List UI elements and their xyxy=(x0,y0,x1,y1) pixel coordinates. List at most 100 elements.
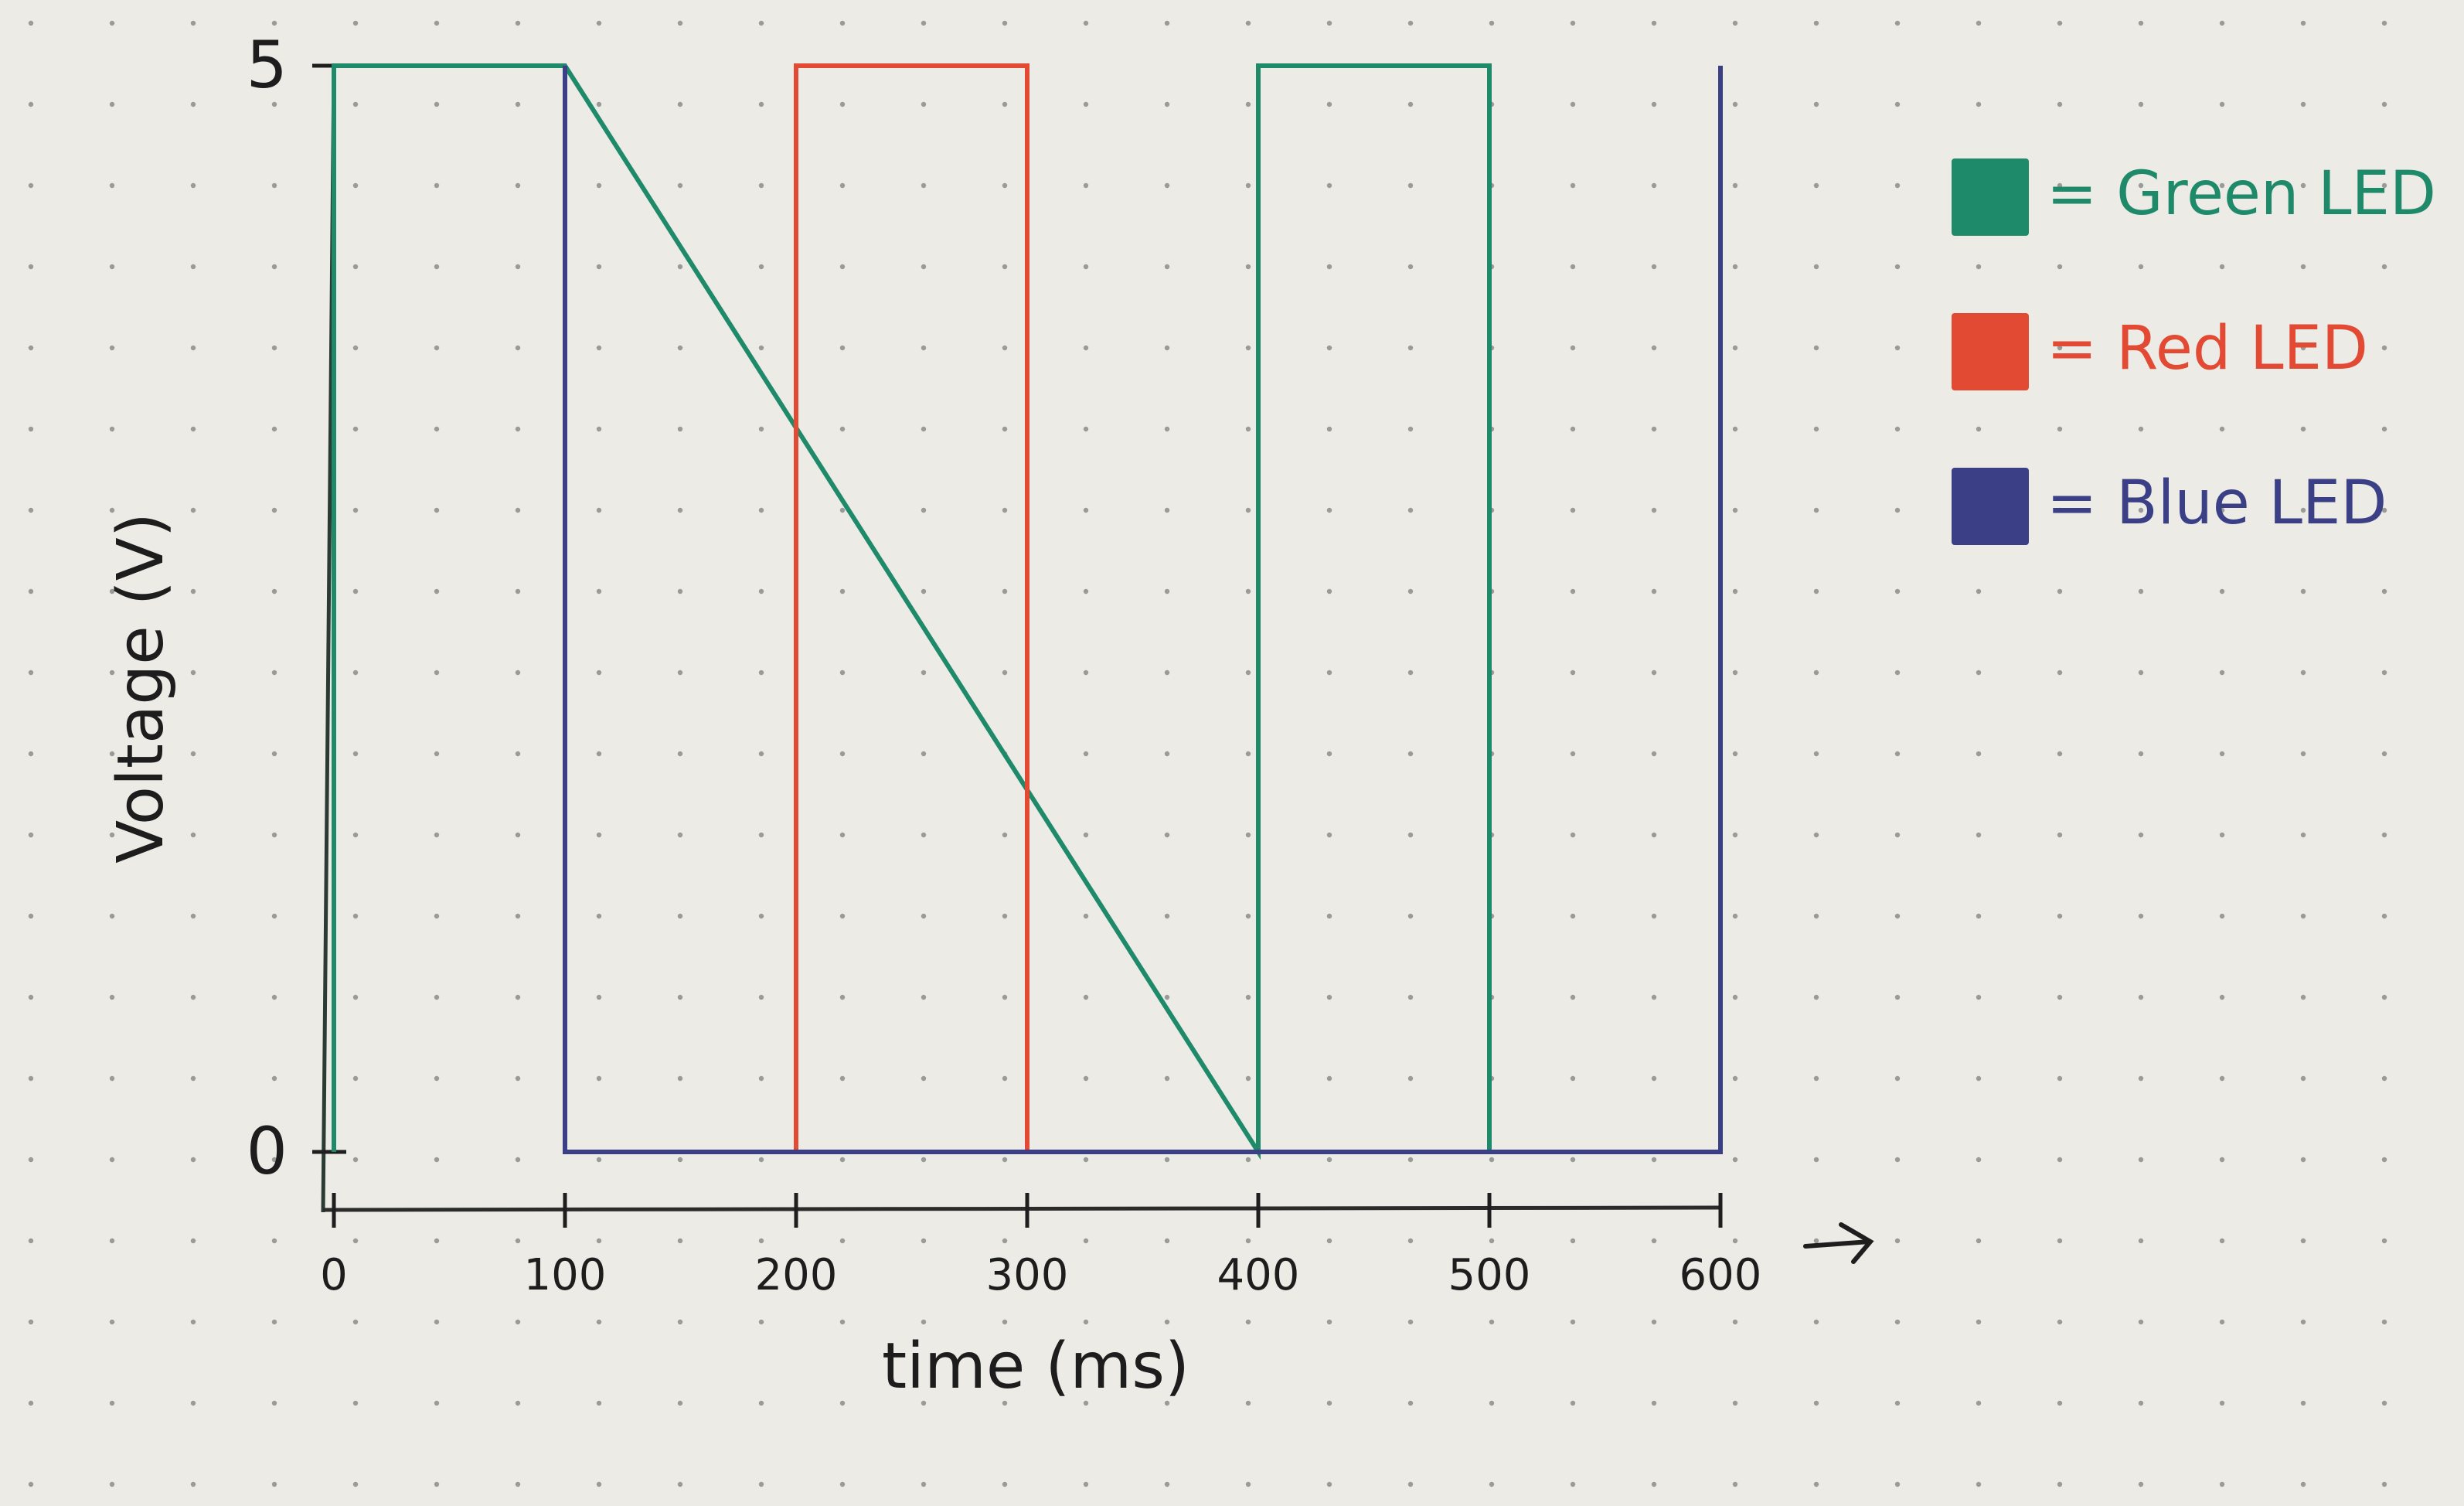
legend-swatch-red-led xyxy=(1952,313,2029,390)
grid-dot xyxy=(28,1319,34,1325)
grid-dot xyxy=(1083,1400,1089,1406)
grid-dot xyxy=(1813,1319,1819,1325)
grid-dot xyxy=(1813,101,1819,107)
grid-dot xyxy=(1651,507,1657,513)
grid-dot xyxy=(1651,994,1657,1000)
grid-dot xyxy=(271,20,277,26)
grid-dot xyxy=(1326,101,1332,107)
grid-dot xyxy=(1813,507,1819,513)
grid-dot xyxy=(1813,670,1819,676)
grid-dot xyxy=(271,1481,277,1487)
grid-dot xyxy=(2381,1400,2387,1406)
grid-dot xyxy=(758,20,764,26)
grid-dot xyxy=(1813,20,1819,26)
grid-dot xyxy=(271,588,277,595)
grid-dot xyxy=(28,588,34,595)
axis-tick-labels: 0 100 200 300 400 500 600 0 5 xyxy=(247,27,1762,1300)
series-layer xyxy=(332,63,1723,1160)
grid-dot xyxy=(515,1157,521,1163)
grid-dot xyxy=(2138,507,2144,513)
grid-dot xyxy=(596,345,602,351)
grid-dot xyxy=(1083,426,1089,432)
grid-dot xyxy=(2219,426,2225,432)
grid-dot xyxy=(1570,1400,1576,1406)
grid-dot xyxy=(1813,751,1819,757)
grid-dot xyxy=(2300,1157,2306,1163)
grid-dot xyxy=(1002,345,1008,351)
grid-dot xyxy=(28,101,34,107)
grid-dot xyxy=(1570,1319,1576,1325)
grid-dot xyxy=(515,1238,521,1244)
grid-dot xyxy=(596,264,602,270)
x-axis-label: time (ms) xyxy=(882,1330,1189,1403)
grid-dot xyxy=(434,913,440,919)
grid-dot xyxy=(28,20,34,26)
grid-dot xyxy=(1489,1481,1495,1487)
grid-dot xyxy=(758,101,764,107)
grid-dot xyxy=(434,426,440,432)
grid-dot xyxy=(1813,345,1819,351)
grid-dot xyxy=(2057,751,2063,757)
grid-dot xyxy=(1083,913,1089,919)
grid-dot xyxy=(1651,1319,1657,1325)
y-tick-label: 0 xyxy=(247,1113,288,1189)
grid-dot xyxy=(1570,751,1576,757)
grid-dot xyxy=(1164,1481,1170,1487)
grid-dot xyxy=(190,913,196,919)
grid-dot xyxy=(1570,1157,1576,1163)
grid-dot xyxy=(1083,751,1089,757)
grid-dot xyxy=(2381,182,2387,189)
grid-dot xyxy=(1651,264,1657,270)
grid-dot xyxy=(1326,20,1332,26)
grid-dot xyxy=(677,913,683,919)
grid-dot xyxy=(2138,182,2144,189)
grid-dot xyxy=(28,1075,34,1082)
grid-dot xyxy=(109,101,115,107)
grid-dot xyxy=(839,1319,846,1325)
grid-dot xyxy=(1083,670,1089,676)
x-axis-arrow xyxy=(1803,1222,1874,1264)
grid-dot xyxy=(839,507,846,513)
grid-dot xyxy=(1245,751,1251,757)
grid-dot xyxy=(1894,182,1901,189)
grid-dot xyxy=(1245,1075,1251,1082)
grid-dot xyxy=(1002,1238,1008,1244)
grid-dot xyxy=(839,751,846,757)
grid-dot xyxy=(1326,345,1332,351)
grid-dot xyxy=(758,264,764,270)
grid-dot xyxy=(1002,1157,1008,1163)
grid-dot xyxy=(2057,913,2063,919)
grid-dot xyxy=(190,1400,196,1406)
grid-dot xyxy=(1407,670,1414,676)
grid-dot xyxy=(1894,1238,1901,1244)
grid-dot xyxy=(758,588,764,595)
grid-dot xyxy=(1245,1400,1251,1406)
grid-dot xyxy=(677,182,683,189)
grid-dot xyxy=(1732,20,1738,26)
grid-dot xyxy=(1083,1319,1089,1325)
grid-dot xyxy=(758,1075,764,1082)
grid-dot xyxy=(190,994,196,1000)
grid-dot xyxy=(28,670,34,676)
grid-dot xyxy=(1651,1481,1657,1487)
grid-dot xyxy=(1894,507,1901,513)
grid-dot xyxy=(2219,1075,2225,1082)
grid-dot xyxy=(434,751,440,757)
grid-dot xyxy=(596,913,602,919)
grid-dot xyxy=(1570,1075,1576,1082)
grid-dot xyxy=(271,1238,277,1244)
grid-dot xyxy=(2300,345,2306,351)
grid-dot xyxy=(2138,1400,2144,1406)
grid-dot xyxy=(839,588,846,595)
grid-dot xyxy=(921,1319,927,1325)
grid-dot xyxy=(1732,1157,1738,1163)
grid-dot xyxy=(596,994,602,1000)
grid-dot xyxy=(2219,101,2225,107)
grid-dot xyxy=(352,1481,359,1487)
grid-dot xyxy=(109,994,115,1000)
grid-dot xyxy=(2300,507,2306,513)
grid-dot xyxy=(2057,994,2063,1000)
grid-dot xyxy=(2138,588,2144,595)
grid-dot xyxy=(677,994,683,1000)
grid-dot xyxy=(1326,1319,1332,1325)
